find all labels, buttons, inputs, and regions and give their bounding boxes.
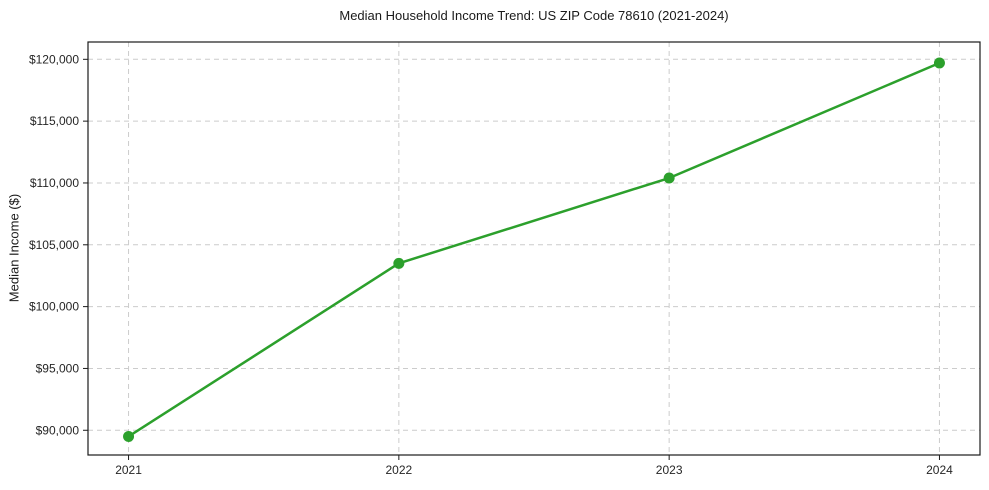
data-point [123, 430, 135, 442]
y-tick-label: $100,000 [29, 300, 79, 314]
y-tick-label: $120,000 [29, 52, 79, 66]
y-tick-label: $115,000 [30, 114, 79, 128]
data-line [127, 61, 941, 438]
x-tick-label: 2023 [656, 463, 683, 477]
x-tick-label: 2022 [385, 463, 412, 477]
data-point [393, 257, 405, 269]
data-point [933, 57, 945, 69]
plot-frame [87, 41, 981, 456]
y-tick-label: $95,000 [36, 361, 80, 375]
x-tick-label: 2024 [926, 463, 953, 477]
data-point [663, 172, 675, 184]
y-tick-label: $105,000 [29, 238, 79, 252]
y-tick-label: $110,000 [30, 176, 79, 190]
chart-title: Median Household Income Trend: US ZIP Co… [339, 8, 729, 23]
y-tick-label: $90,000 [36, 423, 80, 437]
x-tick-label: 2021 [115, 463, 142, 477]
